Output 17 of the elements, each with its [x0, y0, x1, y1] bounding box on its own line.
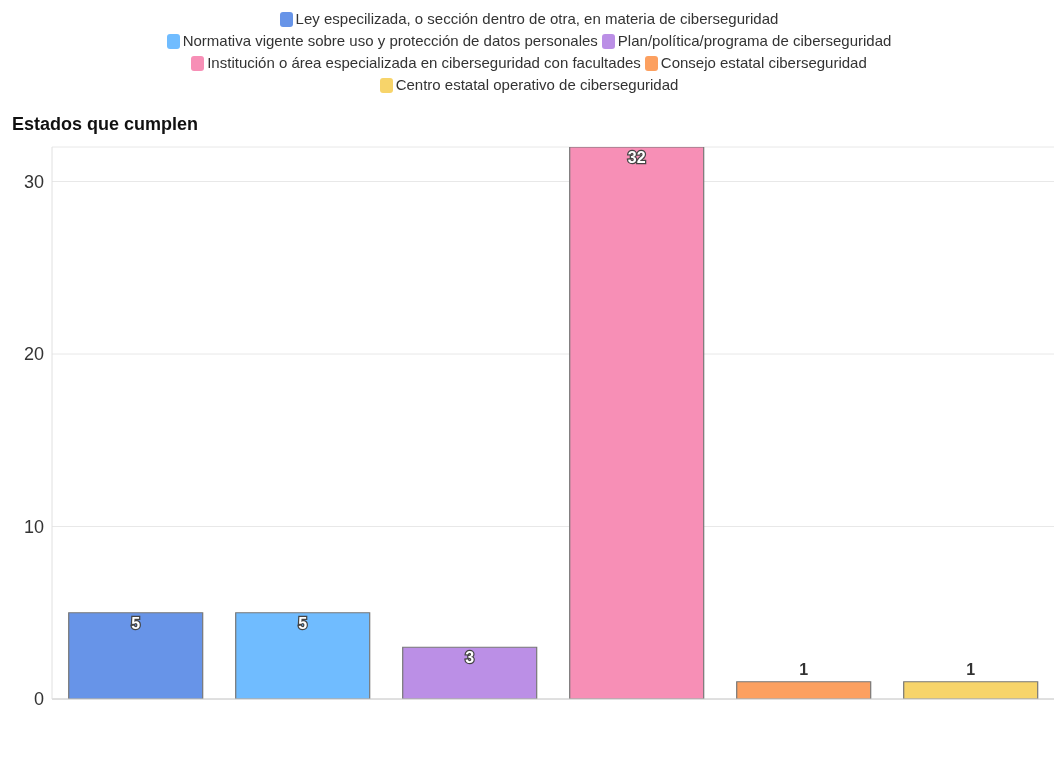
legend-label: Normativa vigente sobre uso y protección de datos personales — [181, 31, 598, 51]
legend-label: Institución o área especializada en ciberseguridad con facultades — [206, 53, 641, 73]
y-tick-label: 10 — [23, 516, 44, 537]
data-label: 1 — [966, 660, 976, 678]
legend-label: Centro estatal operativo de ciberseguridad — [394, 75, 679, 95]
data-label: 3 — [465, 649, 475, 667]
legend-label: Consejo estatal ciberseguridad — [659, 53, 867, 73]
data-label: 1 — [799, 660, 809, 678]
data-label: 5 — [298, 614, 308, 632]
legend-label: Plan/política/programa de ciberseguridad — [616, 31, 892, 51]
data-label: 5 — [131, 614, 141, 632]
y-tick-label: 0 — [33, 689, 44, 710]
y-tick-label: 20 — [23, 344, 44, 365]
y-axis-title: Estados que cumplen — [12, 114, 200, 135]
data-label: 32 — [627, 149, 646, 166]
legend-label: Ley especilizada, o sección dentro de otra, en materia de ciberseguridad — [294, 9, 779, 29]
y-tick-label: 30 — [23, 171, 44, 192]
